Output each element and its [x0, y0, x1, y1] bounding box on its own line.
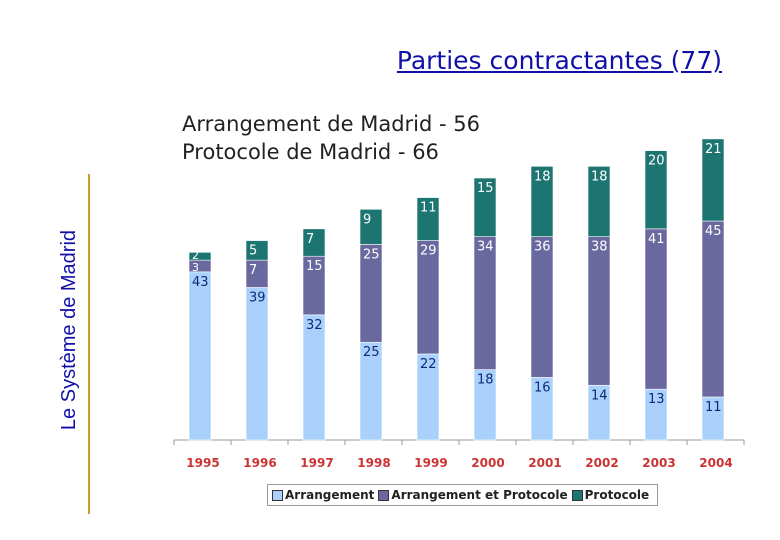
legend-item-arrangement-protocole: Arrangement et Protocole [378, 488, 568, 502]
bar-value-label: 36 [534, 240, 551, 255]
bar-value-label: 16 [534, 380, 551, 395]
bar-value-label: 25 [363, 345, 380, 360]
bar-value-label: 11 [705, 400, 722, 415]
bar-segment [587, 236, 611, 386]
bar-value-label: 45 [705, 224, 722, 239]
bar-value-label: 11 [420, 201, 437, 216]
side-divider [88, 174, 90, 514]
x-tick-label: 2000 [471, 456, 504, 470]
bar-segment [188, 252, 212, 261]
bar-value-label: 9 [363, 212, 371, 227]
bar-value-label: 34 [477, 240, 494, 255]
x-tick-label: 2003 [642, 456, 675, 470]
legend-item-protocole: Protocole [571, 488, 650, 502]
bar-segment [473, 236, 497, 370]
bar-value-label: 38 [591, 240, 608, 255]
bar-value-label: 18 [534, 169, 551, 184]
bar-value-label: 21 [705, 142, 722, 157]
bar-segment [245, 240, 269, 261]
x-tick-label: 1999 [414, 456, 447, 470]
bar-segment [245, 287, 269, 441]
subtitle-arrangement: Arrangement de Madrid - 56 [182, 112, 480, 136]
bar-value-label: 41 [648, 232, 665, 247]
bar-value-label: 18 [591, 169, 608, 184]
bar-segment [359, 208, 383, 245]
legend-swatch-protocole [571, 489, 583, 501]
page-title[interactable]: Parties contractantes (77) [396, 46, 722, 75]
x-tick-label: 1996 [243, 456, 276, 470]
x-tick-label: 1998 [357, 456, 390, 470]
x-tick-label: 2001 [528, 456, 561, 470]
bar-segment [644, 150, 668, 230]
bar-value-label: 29 [420, 244, 437, 259]
bar-value-label: 5 [249, 244, 257, 259]
subtitle-protocole: Protocole de Madrid - 66 [182, 140, 439, 164]
legend-label-arrangement-protocole: Arrangement et Protocole [391, 488, 568, 502]
bar-value-label: 2 [192, 249, 199, 262]
bar-value-label: 32 [306, 318, 323, 333]
bar-value-label: 20 [648, 154, 665, 169]
bar-segment [530, 236, 554, 378]
x-tick-label: 2002 [585, 456, 618, 470]
x-tick-label: 1997 [300, 456, 333, 470]
bar-value-label: 14 [591, 388, 608, 403]
bar-segment [302, 228, 326, 257]
bar-value-label: 7 [306, 232, 314, 247]
legend-item-arrangement: Arrangement [272, 488, 374, 502]
chart-legend: Arrangement Arrangement et Protocole Pro… [267, 484, 659, 506]
bar-segment [188, 271, 212, 441]
bar-value-label: 15 [306, 259, 323, 274]
bar-value-label: 18 [477, 373, 494, 388]
bar-segment [416, 197, 440, 241]
bar-segment [587, 165, 611, 237]
legend-swatch-arrangement [272, 489, 283, 501]
bar-value-label: 22 [420, 357, 437, 372]
legend-swatch-arrangement-protocole [378, 489, 390, 501]
bar-segment [701, 220, 725, 398]
legend-label-arrangement: Arrangement [285, 488, 375, 502]
x-tick-label: 2004 [699, 456, 732, 470]
bar-value-label: 7 [249, 263, 257, 278]
bar-value-label: 39 [249, 291, 266, 306]
x-tick-label: 1995 [186, 456, 219, 470]
bar-value-label: 25 [363, 247, 380, 262]
bar-value-label: 15 [477, 181, 494, 196]
bar-segment [302, 314, 326, 441]
bar-value-label: 43 [192, 275, 209, 290]
bar-segment [530, 165, 554, 237]
bar-segment [644, 228, 668, 390]
bar-segment [701, 138, 725, 222]
bar-segment [473, 177, 497, 237]
bar-value-label: 13 [648, 392, 665, 407]
legend-label-protocole: Protocole [584, 488, 650, 502]
bar-value-label: 3 [192, 261, 199, 274]
